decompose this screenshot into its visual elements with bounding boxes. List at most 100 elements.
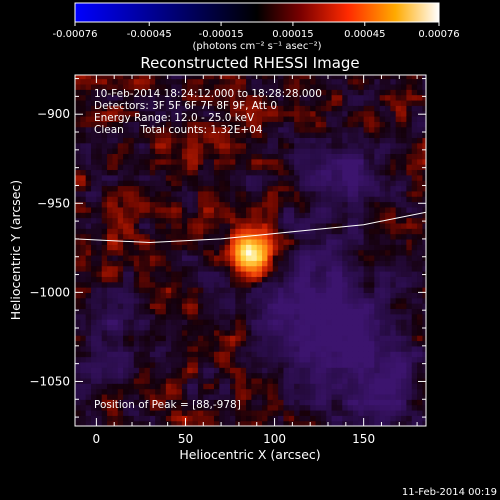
heatmap-cell — [208, 335, 215, 342]
heatmap-cell — [240, 185, 247, 192]
heatmap-cell — [304, 313, 311, 320]
heatmap-cell — [165, 126, 172, 133]
y-tick-label: −1050 — [29, 374, 70, 388]
heatmap-cell — [379, 319, 386, 326]
heatmap-cell — [262, 249, 269, 256]
heatmap-cell — [401, 105, 408, 112]
heatmap-cell — [262, 297, 269, 304]
heatmap-cell — [139, 420, 146, 426]
heatmap-cell — [336, 329, 343, 336]
heatmap-cell — [417, 415, 424, 422]
heatmap-cell — [144, 329, 151, 336]
heatmap-cell — [368, 409, 375, 416]
heatmap-cell — [331, 393, 338, 400]
heatmap-cell — [294, 303, 301, 310]
heatmap-cell — [352, 276, 359, 283]
heatmap-cell — [422, 212, 426, 219]
heatmap-cell — [181, 75, 188, 80]
heatmap-cell — [395, 260, 402, 267]
heatmap-cell — [91, 340, 97, 347]
heatmap-cell — [406, 281, 413, 288]
heatmap-cell — [181, 164, 188, 171]
heatmap-cell — [155, 361, 162, 368]
heatmap-cell — [192, 319, 199, 326]
heatmap-cell — [117, 329, 124, 336]
heatmap-cell — [267, 409, 274, 416]
heatmap-cell — [352, 270, 359, 277]
heatmap-cell — [411, 99, 418, 106]
heatmap-cell — [91, 404, 97, 411]
heatmap-cell — [197, 174, 204, 181]
heatmap-cell — [101, 121, 108, 128]
heatmap-cell — [208, 180, 215, 187]
heatmap-cell — [336, 297, 343, 304]
heatmap-cell — [101, 260, 108, 267]
heatmap-cell — [219, 126, 226, 133]
heatmap-cell — [422, 142, 426, 149]
heatmap-cell — [128, 287, 135, 293]
heatmap-cell — [230, 297, 236, 304]
heatmap-cell — [315, 148, 322, 154]
heatmap-cell — [85, 404, 92, 411]
heatmap-cell — [379, 399, 386, 406]
heatmap-cell — [272, 228, 279, 235]
heatmap-cell — [139, 222, 146, 229]
heatmap-cell — [101, 319, 108, 326]
heatmap-cell — [240, 180, 247, 187]
heatmap-cell — [422, 164, 426, 171]
heatmap-cell — [374, 340, 381, 347]
heatmap-cell — [213, 148, 220, 154]
heatmap-cell — [294, 287, 301, 293]
heatmap-cell — [368, 201, 375, 208]
heatmap-cell — [117, 89, 124, 96]
heatmap-cell — [224, 361, 231, 368]
heatmap-cell — [181, 206, 188, 213]
heatmap-cell — [230, 89, 236, 96]
heatmap-cell — [144, 270, 151, 277]
heatmap-cell — [240, 409, 247, 416]
heatmap-cell — [411, 270, 418, 277]
heatmap-cell — [246, 303, 252, 310]
heatmap-cell — [342, 409, 349, 416]
heatmap-cell — [240, 75, 247, 80]
heatmap-cell — [310, 228, 317, 235]
heatmap-cell — [224, 297, 231, 304]
heatmap-cell — [230, 121, 236, 128]
heatmap-cell — [149, 399, 156, 406]
heatmap-cell — [213, 201, 220, 208]
heatmap-cell — [331, 399, 338, 406]
heatmap-cell — [379, 329, 386, 336]
heatmap-cell — [310, 174, 317, 181]
heatmap-cell — [363, 222, 370, 229]
heatmap-cell — [192, 388, 199, 395]
heatmap-cell — [385, 340, 391, 347]
heatmap-cell — [176, 142, 183, 149]
heatmap-cell — [192, 164, 199, 171]
heatmap-cell — [192, 110, 199, 117]
heatmap-cell — [160, 110, 167, 117]
heatmap-cell — [390, 292, 397, 299]
heatmap-cell — [112, 254, 119, 261]
heatmap-cell — [395, 367, 402, 374]
heatmap-cell — [160, 415, 167, 422]
heatmap-cell — [310, 249, 317, 256]
heatmap-cell — [213, 361, 220, 368]
heatmap-cell — [299, 420, 306, 426]
heatmap-cell — [267, 222, 274, 229]
heatmap-cell — [144, 393, 151, 400]
heatmap-cell — [422, 228, 426, 235]
heatmap-cell — [251, 420, 258, 426]
heatmap-cell — [390, 121, 397, 128]
heatmap-cell — [342, 137, 349, 144]
heatmap-cell — [272, 126, 279, 133]
heatmap-cell — [267, 121, 274, 128]
heatmap-cell — [112, 420, 119, 426]
heatmap-cell — [235, 383, 242, 390]
heatmap-cell — [85, 281, 92, 288]
heatmap-cell — [149, 351, 156, 358]
heatmap-cell — [310, 217, 317, 224]
heatmap-cell — [96, 110, 103, 117]
heatmap-cell — [117, 383, 124, 390]
heatmap-cell — [385, 265, 391, 272]
heatmap-cell — [139, 158, 146, 165]
